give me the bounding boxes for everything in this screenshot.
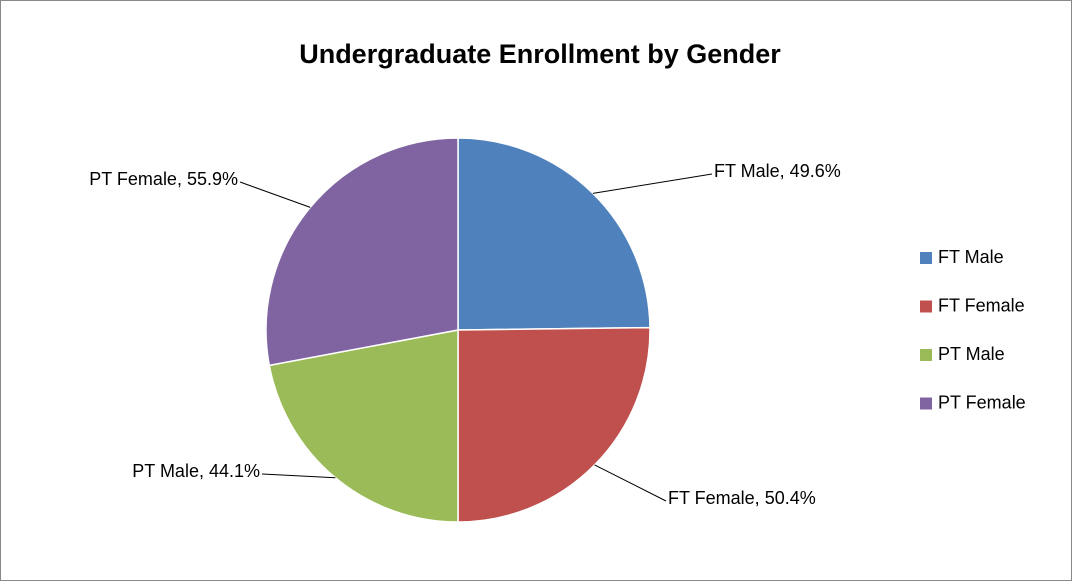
leader-line: [239, 181, 311, 208]
data-label: PT Male, 44.1%: [132, 461, 260, 481]
leader-line: [594, 464, 667, 502]
legend-swatch: [920, 300, 932, 313]
legend-label: PT Female: [938, 392, 1026, 412]
data-label: PT Female, 55.9%: [89, 169, 238, 189]
data-label: FT Male, 49.6%: [714, 161, 841, 181]
chart-title: Undergraduate Enrollment by Gender: [299, 39, 781, 69]
legend-swatch: [920, 252, 932, 264]
legend-swatch: [920, 397, 932, 410]
legend-label: FT Female: [938, 295, 1025, 315]
pie-slice: [457, 326, 651, 523]
legend-label: PT Male: [938, 344, 1005, 364]
leader-line: [261, 473, 336, 479]
legend-swatch: [920, 349, 932, 361]
pie-slice: [265, 137, 459, 367]
data-label: FT Female, 50.4%: [668, 488, 816, 508]
legend-label: FT Male: [938, 247, 1004, 267]
leader-line: [592, 173, 713, 194]
pie-slice: [268, 329, 459, 523]
